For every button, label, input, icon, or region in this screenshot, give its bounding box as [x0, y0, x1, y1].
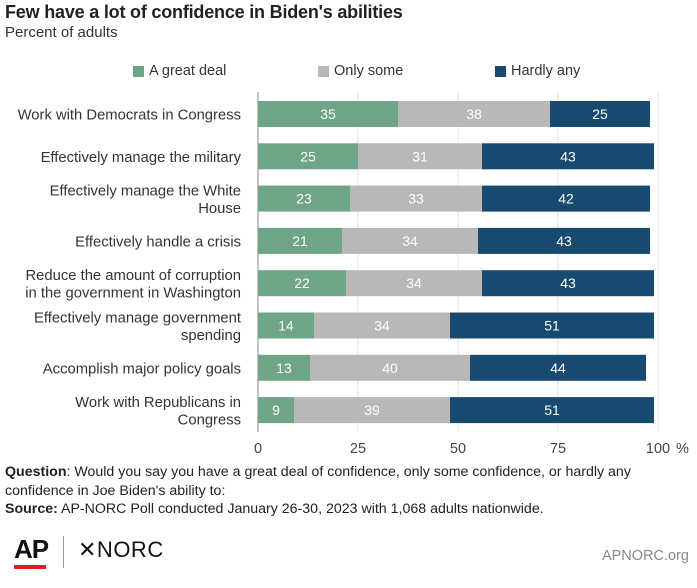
data-label: 34	[374, 318, 390, 334]
data-label: 23	[296, 191, 312, 207]
data-label: 25	[300, 148, 316, 164]
x-unit-label: %	[676, 441, 689, 457]
category-label: House	[198, 201, 241, 217]
ap-logo-underline	[14, 565, 46, 569]
category-label: Work with Republicans in	[75, 395, 241, 411]
category-label: Congress	[178, 412, 241, 428]
data-label: 22	[294, 275, 310, 291]
data-label: 38	[466, 106, 482, 122]
category-label: spending	[181, 328, 241, 344]
bar-segment	[258, 101, 398, 127]
category-label: Accomplish major policy goals	[43, 361, 241, 377]
bar-segment	[258, 354, 310, 381]
x-tick-label: 50	[450, 441, 466, 457]
legend-label: Hardly any	[511, 63, 581, 79]
data-label: 31	[412, 148, 428, 164]
category-label: Reduce the amount of corruption	[25, 268, 241, 284]
x-tick-label: 100	[646, 441, 670, 457]
bar-segment	[258, 227, 342, 254]
legend-label: A great deal	[149, 63, 227, 79]
data-label: 42	[558, 191, 574, 207]
data-label: 25	[592, 106, 608, 122]
category-label: Effectively handle a crisis	[75, 234, 241, 250]
data-label: 34	[406, 275, 422, 291]
data-label: 14	[278, 318, 294, 334]
data-label: 13	[276, 360, 292, 376]
data-label: 39	[364, 402, 380, 418]
category-label: Effectively manage the military	[41, 150, 242, 166]
data-label: 34	[402, 233, 418, 249]
legend-item-great-deal: A great deal	[133, 63, 226, 79]
legend-swatch	[133, 65, 144, 77]
data-label: 43	[560, 275, 576, 291]
data-label: 44	[550, 360, 566, 376]
stacked-bar-chart: 0 25 50 75 100 % Work with Democrats in Congre…	[18, 92, 689, 457]
x-tick-label: 0	[254, 441, 262, 457]
bar-segment	[258, 397, 294, 424]
bar-segment	[358, 143, 482, 170]
category-label: Effectively manage the White	[50, 183, 241, 199]
data-label: 35	[320, 106, 336, 122]
bar-segment	[550, 101, 650, 127]
apnorc-url: APNORC.org	[601, 548, 689, 564]
legend-item-only-some: Only some	[318, 63, 403, 79]
legend-item-hardly-any: Hardly any	[495, 63, 580, 79]
bar-segment	[258, 312, 314, 339]
question-label: Question	[5, 464, 67, 480]
bar-segment	[350, 185, 482, 212]
bar-segment	[346, 270, 482, 297]
bar-segment	[482, 270, 654, 297]
category-label: in the government in Washington	[25, 285, 241, 301]
chart-subtitle: Percent of adults	[5, 24, 118, 41]
data-label: 43	[556, 233, 572, 249]
legend-label: Only some	[334, 63, 404, 79]
bar-segment	[470, 354, 646, 381]
bar-segment	[482, 143, 654, 170]
category-label: Work with Democrats in Congress	[18, 108, 241, 124]
category-label: Effectively manage government	[34, 310, 241, 326]
bar-segment	[478, 227, 650, 254]
bar-segment	[450, 397, 654, 424]
bar-segment	[482, 185, 650, 212]
bar-segment	[258, 270, 346, 297]
bar-segment	[258, 143, 358, 170]
data-label: 40	[382, 360, 398, 376]
logo-divider	[63, 536, 64, 568]
x-tick-label: 25	[350, 441, 366, 457]
data-label: 21	[292, 233, 308, 249]
x-tick-label: 75	[550, 441, 566, 457]
norc-logo: ✕NORC	[78, 537, 164, 562]
bar-segment	[294, 397, 450, 424]
data-label: 9	[272, 402, 280, 418]
question-text: : Would you say you have a great deal of…	[5, 464, 631, 499]
legend-swatch	[495, 65, 506, 77]
bar-segment	[310, 354, 470, 381]
ap-logo: AP	[14, 534, 49, 564]
data-label: 51	[544, 402, 560, 418]
data-label: 43	[560, 148, 576, 164]
data-label: 33	[408, 191, 424, 207]
chart-title: Few have a lot of confidence in Biden's …	[5, 2, 403, 22]
source-label: Source:	[5, 501, 58, 517]
data-label: 51	[544, 318, 560, 334]
bar-segment	[398, 101, 550, 127]
source-text: AP-NORC Poll conducted January 26-30, 20…	[57, 501, 544, 517]
bar-segment	[314, 312, 450, 339]
bar-segment	[342, 227, 478, 254]
bar-segment	[258, 185, 350, 212]
bar-segment	[450, 312, 654, 339]
legend-swatch	[318, 65, 329, 77]
footnote: Question: Would you say you have a great…	[5, 463, 685, 519]
